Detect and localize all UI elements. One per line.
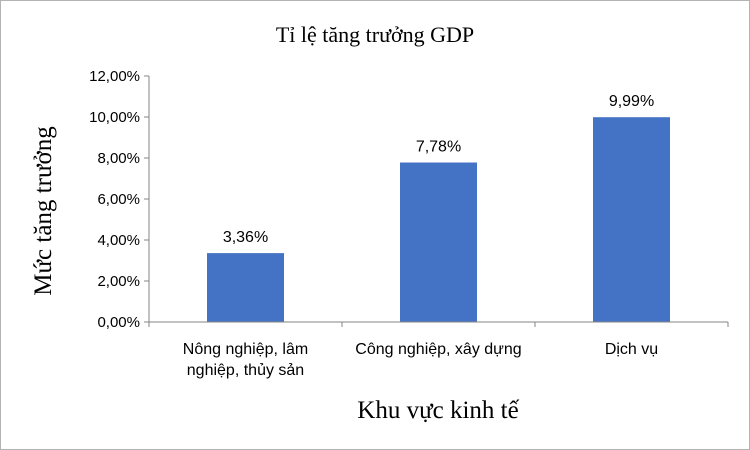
y-tick-label: 4,00% bbox=[97, 232, 140, 249]
data-label: 9,99% bbox=[609, 93, 654, 110]
y-axis-title: Mức tăng trưởng bbox=[30, 126, 57, 296]
x-tick-label: nghiệp, thủy sản bbox=[187, 362, 304, 379]
y-tick-label: 2,00% bbox=[97, 273, 140, 290]
y-tick-label: 6,00% bbox=[97, 191, 140, 208]
bar bbox=[593, 117, 670, 322]
x-tick-label: Nông nghiệp, lâm bbox=[183, 341, 308, 358]
bar bbox=[207, 253, 284, 322]
x-tick-label: Công nghiệp, xây dựng bbox=[355, 341, 521, 358]
plot-area: 0,00% 2,00% 4,00% 6,00% 8,00% 10,00% 12,00% 3,3… bbox=[89, 68, 729, 379]
bar bbox=[400, 162, 477, 322]
x-axis-title: Khu vực kinh tế bbox=[357, 397, 519, 424]
chart-title: Tỉ lệ tăng trưởng GDP bbox=[276, 22, 474, 47]
data-label: 7,78% bbox=[416, 139, 461, 156]
y-tick-label: 0,00% bbox=[97, 314, 140, 331]
y-tick-label: 10,00% bbox=[89, 109, 140, 126]
y-tick-label: 12,00% bbox=[89, 68, 140, 85]
y-tick-label: 8,00% bbox=[97, 150, 140, 167]
data-label: 3,36% bbox=[223, 229, 268, 246]
x-tick-label: Dịch vụ bbox=[605, 341, 658, 358]
